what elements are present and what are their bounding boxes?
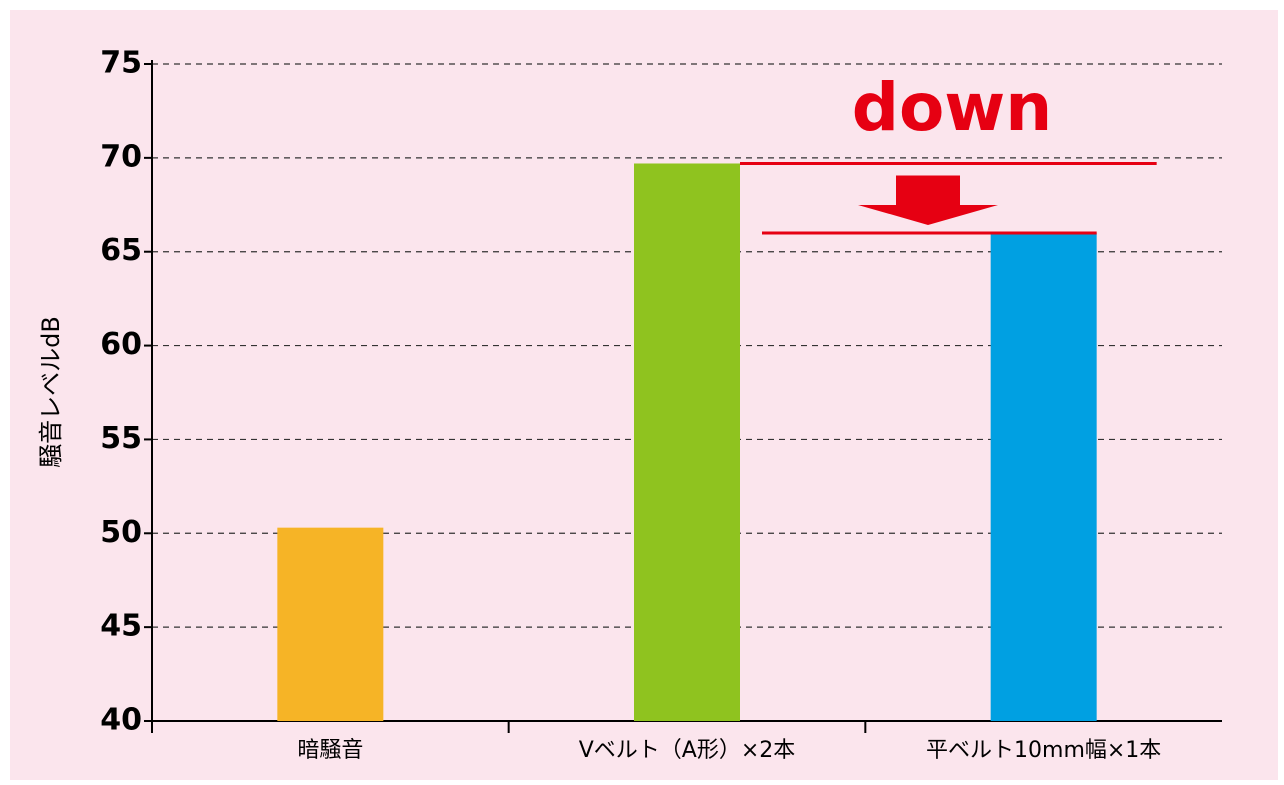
y-tick-label: 70 (100, 139, 142, 174)
bar (277, 527, 384, 721)
x-tick-label: Vベルト（A形）×2本 (579, 738, 796, 763)
arrow (858, 175, 998, 225)
y-tick-label: 45 (100, 609, 142, 644)
bar (990, 232, 1097, 721)
y-tick-label: 55 (100, 421, 142, 456)
y-tick-label: 65 (100, 233, 142, 268)
x-tick-label: 暗騒音 (297, 738, 363, 763)
y-tick-label: 40 (100, 703, 142, 738)
y-axis-label: 騒音レベルdB (37, 316, 65, 468)
bar (634, 163, 740, 721)
x-tick-label: 平ベルト10mm幅×1本 (926, 738, 1161, 763)
y-tick-label: 50 (100, 515, 142, 550)
annotation: down (852, 69, 1053, 146)
y-tick-label: 60 (100, 327, 142, 362)
y-tick-label: 75 (100, 46, 142, 81)
